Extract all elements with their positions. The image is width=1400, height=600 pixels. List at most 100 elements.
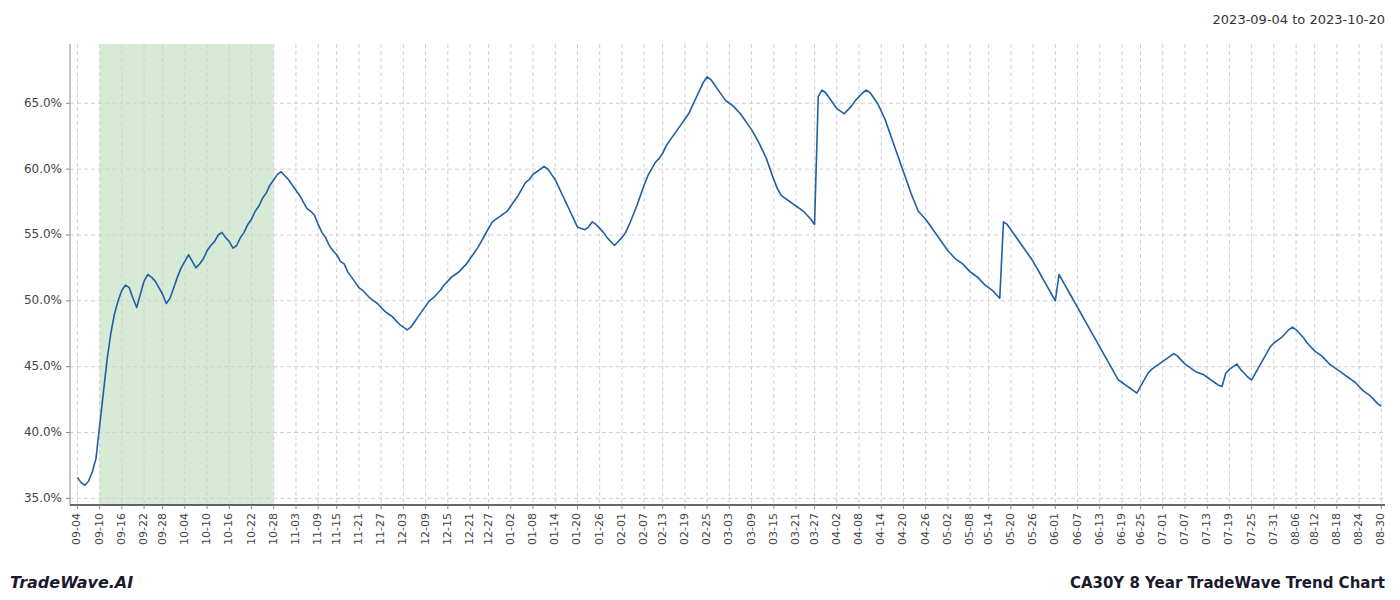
x-tick-label: 06-13 (1093, 513, 1106, 545)
x-grid-line (336, 44, 337, 505)
title: CA30Y 8 Year TradeWave Trend Chart (1070, 574, 1385, 592)
x-grid-line (903, 44, 904, 505)
x-tick-label: 05-08 (963, 513, 976, 545)
x-tick-label: 06-07 (1071, 513, 1084, 545)
x-tick (1207, 505, 1208, 509)
x-tick (229, 505, 230, 509)
x-tick-label: 03-15 (767, 513, 780, 545)
x-grid-line (1122, 44, 1123, 505)
x-tick (1184, 505, 1185, 509)
x-tick (1381, 505, 1382, 509)
x-tick-label: 05-02 (941, 513, 954, 545)
x-tick (144, 505, 145, 509)
x-tick (336, 505, 337, 509)
x-grid-line (662, 44, 663, 505)
x-tick-label: 08-24 (1352, 513, 1365, 545)
x-tick (318, 505, 319, 509)
x-tick-label: 01-02 (504, 513, 517, 545)
x-grid-line (577, 44, 578, 505)
x-tick (162, 505, 163, 509)
x-tick-label: 07-25 (1245, 513, 1258, 545)
x-grid-line (1162, 44, 1163, 505)
x-grid-line (773, 44, 774, 505)
x-tick (1336, 505, 1337, 509)
x-tick (1122, 505, 1123, 509)
y-tick-label: 55.0% (24, 227, 62, 241)
x-tick-label: 03-21 (789, 513, 802, 545)
x-grid-line (295, 44, 296, 505)
x-tick (970, 505, 971, 509)
x-tick (1314, 505, 1315, 509)
x-grid-line (1033, 44, 1034, 505)
x-grid-line (1010, 44, 1011, 505)
x-grid-line (533, 44, 534, 505)
x-tick-label: 07-19 (1222, 513, 1235, 545)
x-tick (358, 505, 359, 509)
x-tick-label: 09-04 (70, 513, 83, 545)
x-grid-line (1184, 44, 1185, 505)
y-tick (66, 432, 70, 433)
x-grid-line (447, 44, 448, 505)
x-grid-line (121, 44, 122, 505)
plot-area (77, 77, 1381, 485)
x-grid-line (684, 44, 685, 505)
x-tick-label: 04-14 (874, 513, 887, 545)
x-tick-label: 12-15 (441, 513, 454, 545)
y-tick (66, 366, 70, 367)
x-grid-line (859, 44, 860, 505)
x-tick-label: 02-25 (700, 513, 713, 545)
x-tick-label: 11-27 (374, 513, 387, 545)
x-grid-line (1273, 44, 1274, 505)
y-axis-line (70, 44, 71, 505)
y-tick-label: 50.0% (24, 293, 62, 307)
x-axis-line (70, 504, 1385, 506)
x-tick-label: 05-14 (982, 513, 995, 545)
x-tick (295, 505, 296, 509)
x-tick (859, 505, 860, 509)
x-tick-label: 10-22 (245, 513, 258, 545)
x-tick-label: 10-28 (267, 513, 280, 545)
x-grid-line (77, 44, 78, 505)
chart: 35.0%40.0%45.0%50.0%55.0%60.0%65.0%09-04… (0, 0, 1400, 600)
y-tick (66, 300, 70, 301)
x-tick-label: 10-04 (178, 513, 191, 545)
x-tick-label: 06-25 (1134, 513, 1147, 545)
y-tick-label: 40.0% (24, 425, 62, 439)
x-tick (470, 505, 471, 509)
x-tick-label: 08-12 (1308, 513, 1321, 545)
x-tick (184, 505, 185, 509)
x-grid-line (1077, 44, 1078, 505)
x-grid-line (425, 44, 426, 505)
x-tick-label: 09-22 (137, 513, 150, 545)
annotation: TradeWave.AI (10, 573, 133, 592)
x-grid-line (381, 44, 382, 505)
x-tick-label: 11-03 (289, 513, 302, 545)
x-tick (488, 505, 489, 509)
x-grid-line (358, 44, 359, 505)
x-tick-label: 09-16 (115, 513, 128, 545)
x-grid-line (1140, 44, 1141, 505)
x-grid-line (1251, 44, 1252, 505)
x-tick-label: 09-10 (93, 513, 106, 545)
x-tick (1296, 505, 1297, 509)
x-tick (1033, 505, 1034, 509)
x-tick (925, 505, 926, 509)
x-grid-line (836, 44, 837, 505)
x-grid-line (488, 44, 489, 505)
x-tick-label: 04-08 (852, 513, 865, 545)
x-tick-label: 05-26 (1026, 513, 1039, 545)
x-tick-label: 03-27 (808, 513, 821, 545)
x-tick-label: 10-16 (222, 513, 235, 545)
y-tick-label: 65.0% (24, 96, 62, 110)
grid (70, 44, 1385, 505)
x-tick (1055, 505, 1056, 509)
x-tick-label: 11-15 (330, 513, 343, 545)
x-tick-label: 04-02 (830, 513, 843, 545)
x-tick-label: 12-27 (482, 513, 495, 545)
x-tick (684, 505, 685, 509)
x-tick (251, 505, 252, 509)
x-tick (555, 505, 556, 509)
x-tick (403, 505, 404, 509)
x-grid-line (599, 44, 600, 505)
y-tick (66, 498, 70, 499)
